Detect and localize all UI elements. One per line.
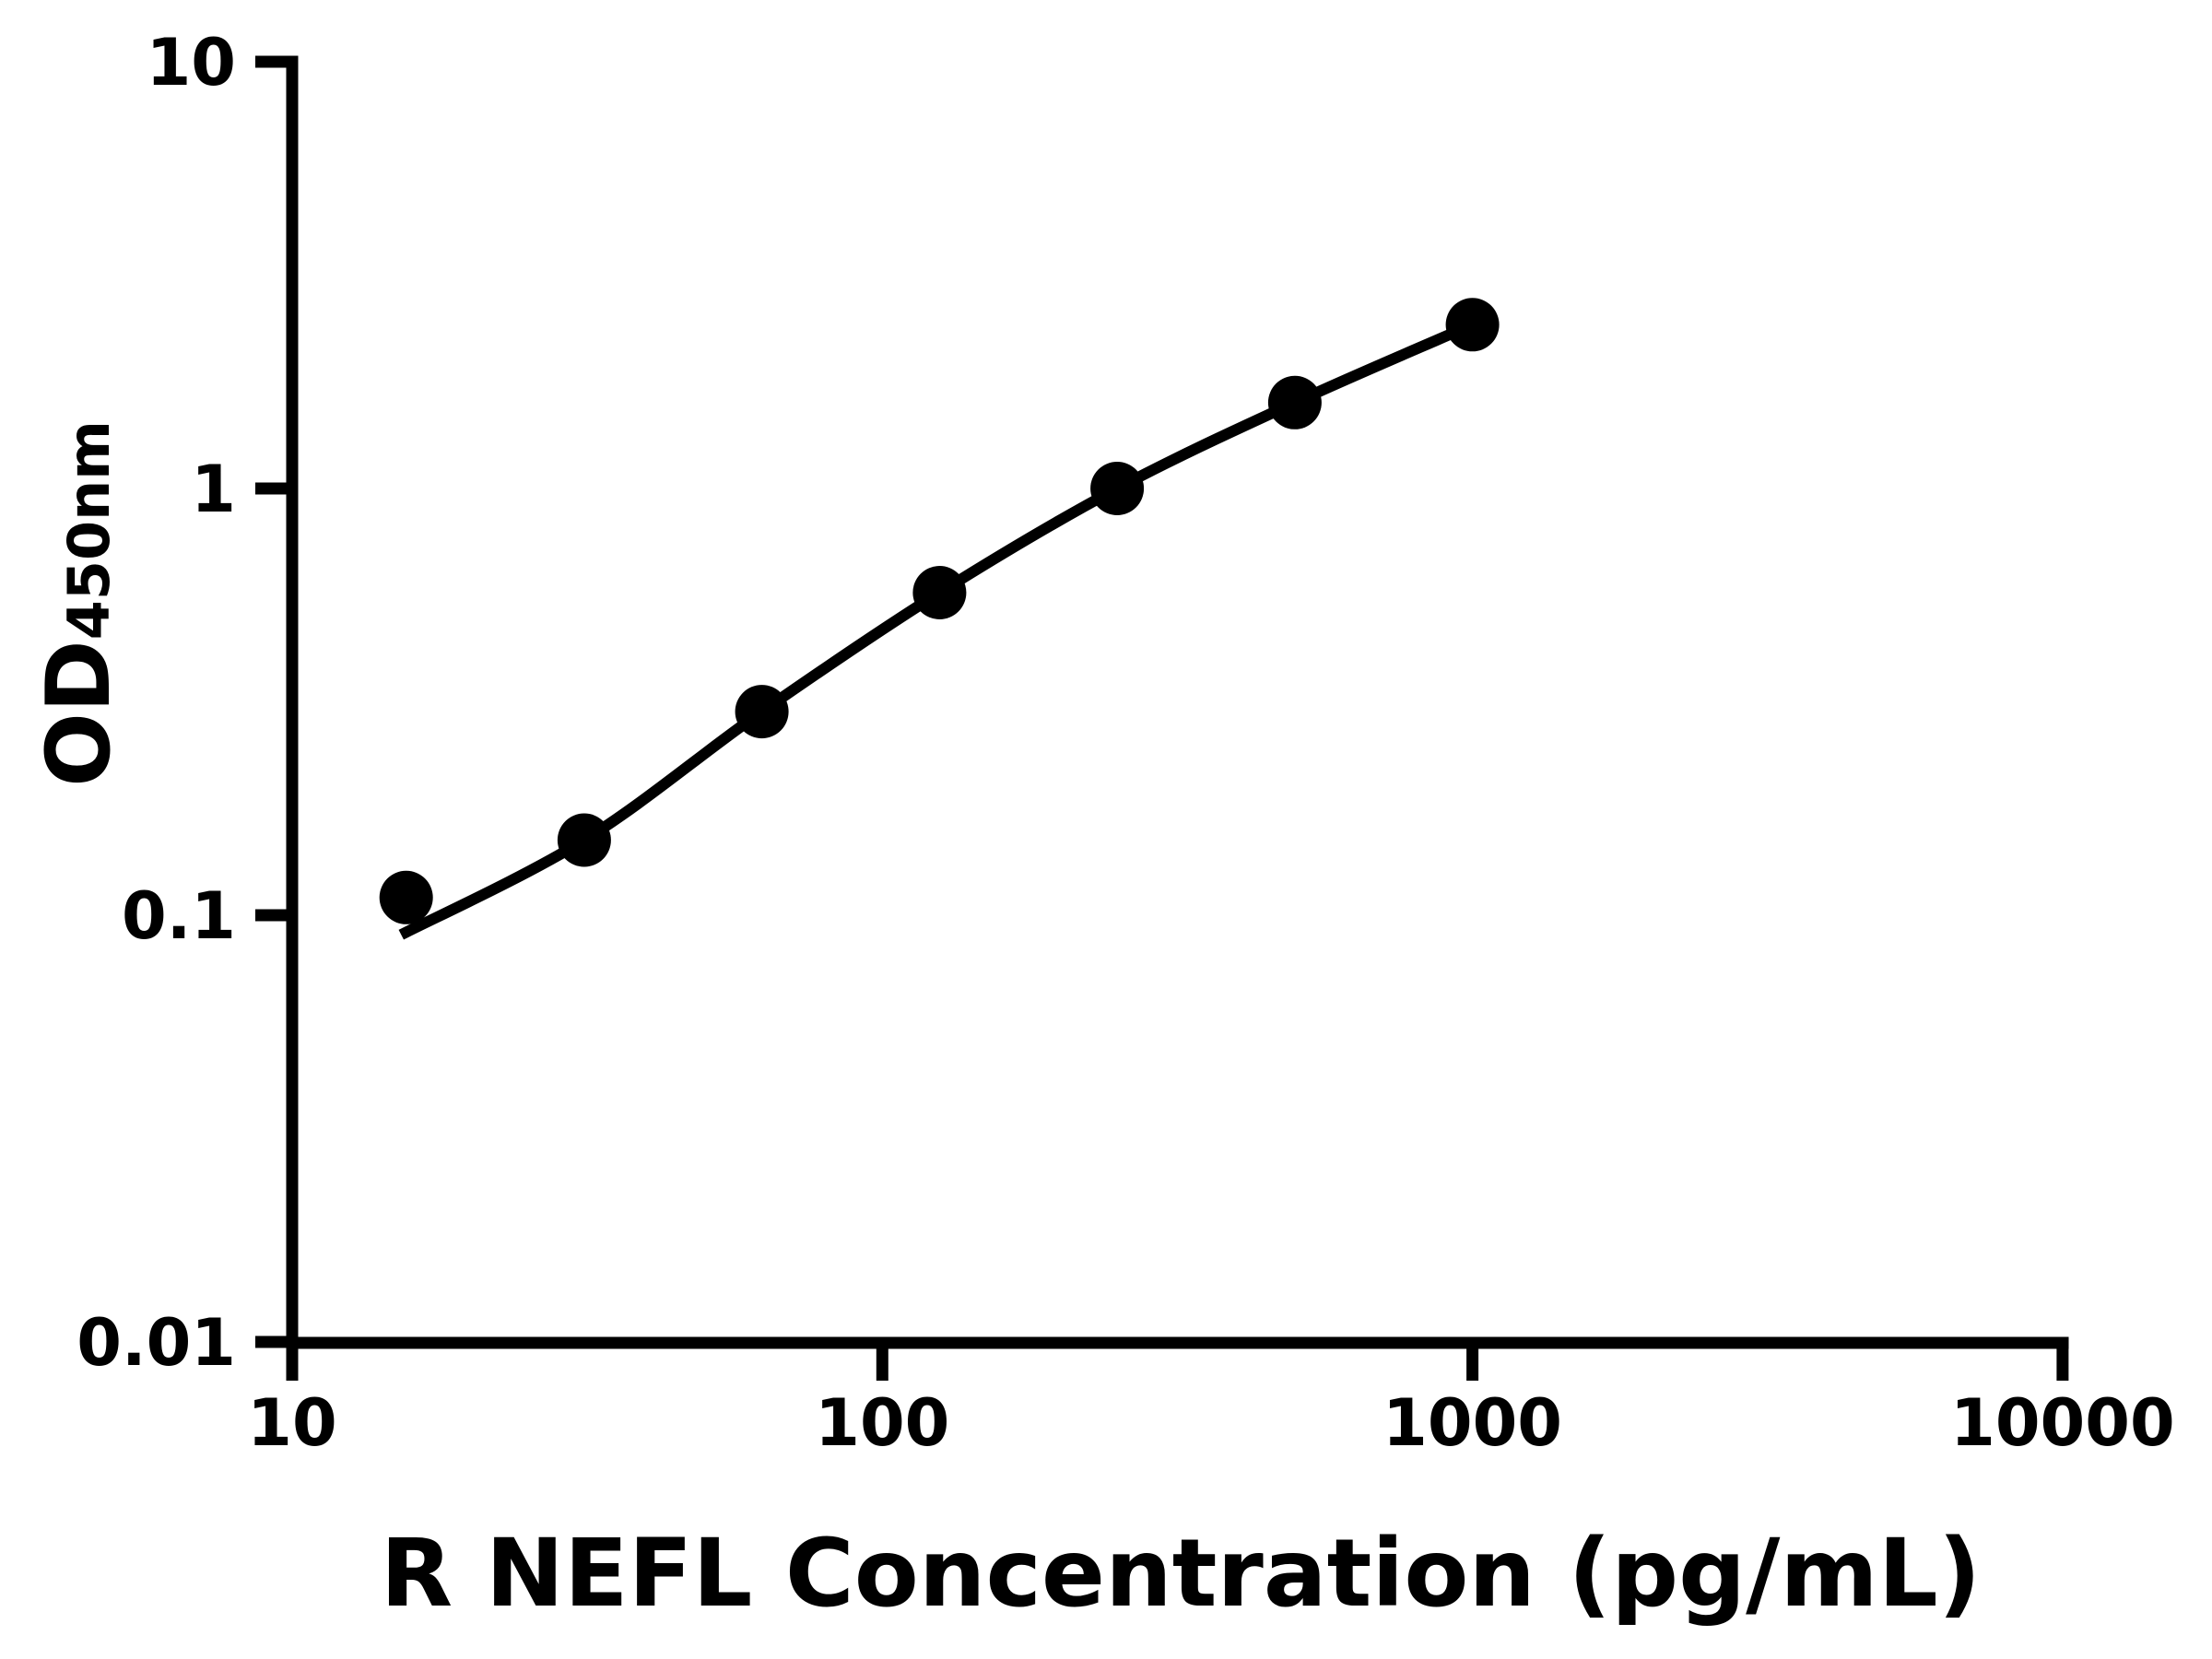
data-point bbox=[735, 685, 789, 739]
y-tick-label: 1 bbox=[191, 452, 236, 527]
y-axis-title-subscript: 450nm bbox=[55, 420, 123, 640]
y-tick-label: 0.01 bbox=[76, 1305, 236, 1381]
data-point bbox=[1445, 298, 1500, 352]
y-tick-label: 0.1 bbox=[122, 878, 236, 954]
x-axis-title: R NEFL Concentration (pg/mL) bbox=[381, 1519, 1982, 1629]
data-point bbox=[912, 566, 967, 619]
x-tick-label: 10000 bbox=[1950, 1385, 2175, 1461]
data-point bbox=[1267, 375, 1322, 429]
y-axis-title-main: OD bbox=[29, 640, 130, 787]
y-tick-label: 10 bbox=[147, 25, 236, 100]
x-tick-label: 1000 bbox=[1382, 1385, 1562, 1461]
data-point bbox=[379, 870, 433, 924]
x-tick-label: 100 bbox=[815, 1385, 949, 1461]
data-point bbox=[1090, 462, 1145, 515]
y-axis-title: OD450nm bbox=[29, 420, 130, 787]
x-tick-label: 10 bbox=[247, 1385, 336, 1461]
data-point bbox=[557, 813, 611, 867]
